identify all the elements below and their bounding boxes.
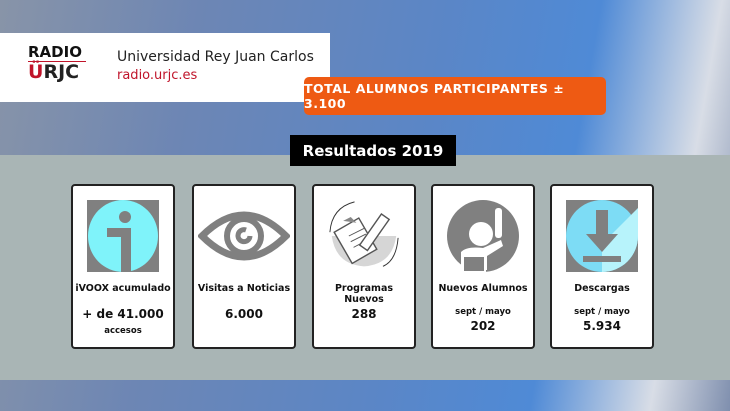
results-title: Resultados 2019: [290, 135, 456, 166]
logo-divider: [28, 61, 86, 62]
clipboard-pencil-icon: [329, 201, 399, 267]
logo-urjc-text: ÜRJC: [28, 63, 88, 82]
card-value: + de 41.000: [82, 307, 164, 321]
logo-u: Ü: [28, 61, 44, 83]
card-title: Nuevos Alumnos: [438, 283, 528, 294]
card-title: Descargas: [574, 283, 630, 294]
card-title: Visitas a Noticias: [197, 283, 291, 294]
card-value: 5.934: [583, 319, 621, 333]
card-value: 6.000: [225, 307, 263, 321]
info-icon: [87, 200, 159, 272]
card-value: 288: [351, 307, 377, 321]
card-ivoox: iVOOX acumulado + de 41.000 accesos: [71, 184, 175, 349]
card-extra: accesos: [104, 326, 142, 336]
card-value: 202: [470, 319, 496, 333]
download-icon: [566, 200, 638, 272]
university-name: Universidad Rey Juan Carlos: [117, 49, 314, 65]
radio-url: radio.urjc.es: [117, 68, 198, 83]
card-title: Programas Nuevos: [334, 283, 394, 305]
header-logo-box: RADIO ÜRJC Universidad Rey Juan Carlos r…: [0, 33, 330, 102]
card-subtitle: sept / mayo: [574, 307, 630, 317]
eye-icon: [198, 211, 290, 261]
card-visitas: Visitas a Noticias 6.000: [192, 184, 296, 349]
card-programas: Programas Nuevos 288: [312, 184, 416, 349]
radio-urjc-logo: RADIO ÜRJC: [28, 45, 88, 82]
card-nuevos-alumnos: Nuevos Alumnos sept / mayo 202: [431, 184, 535, 349]
total-participants-badge: TOTAL ALUMNOS PARTICIPANTES ± 3.100: [304, 77, 606, 115]
raised-hand-user-icon: [447, 200, 519, 272]
logo-radio-text: RADIO: [28, 43, 82, 61]
logo-rjc: RJC: [43, 61, 80, 83]
card-descargas: Descargas sept / mayo 5.934: [550, 184, 654, 349]
card-subtitle: sept / mayo: [455, 307, 511, 317]
card-title: iVOOX acumulado: [75, 283, 171, 294]
